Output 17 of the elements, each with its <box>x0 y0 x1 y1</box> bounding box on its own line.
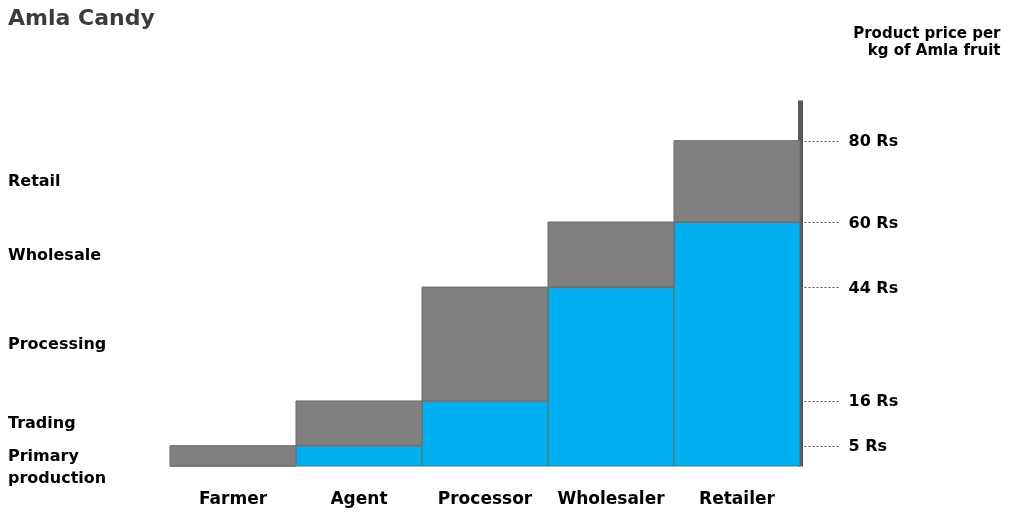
y-axis-title: Product price per kg of Amla fruit <box>853 23 1002 59</box>
x-tick-label: Agent <box>330 487 388 508</box>
y-tick-label: 44 Rs <box>848 277 899 297</box>
x-tick-label: Farmer <box>198 487 268 508</box>
text: Retail <box>8 171 61 191</box>
y-tick-label: 5 Rs <box>848 436 888 456</box>
chart-title: Amla Candy <box>8 5 155 30</box>
y-tick-label: 60 Rs <box>848 212 899 232</box>
text: Trading <box>8 413 76 433</box>
text: Wholesale <box>8 244 102 264</box>
y-tick-label: 16 Rs <box>848 391 899 411</box>
x-tick-label: Wholesaler <box>557 487 666 508</box>
text: Processing <box>8 334 107 353</box>
x-tick-label: Retailer <box>699 487 776 508</box>
text: Primary production <box>8 445 107 487</box>
y-tick-label: 80 Rs <box>848 131 899 151</box>
x-tick-label: Processor <box>437 487 533 508</box>
